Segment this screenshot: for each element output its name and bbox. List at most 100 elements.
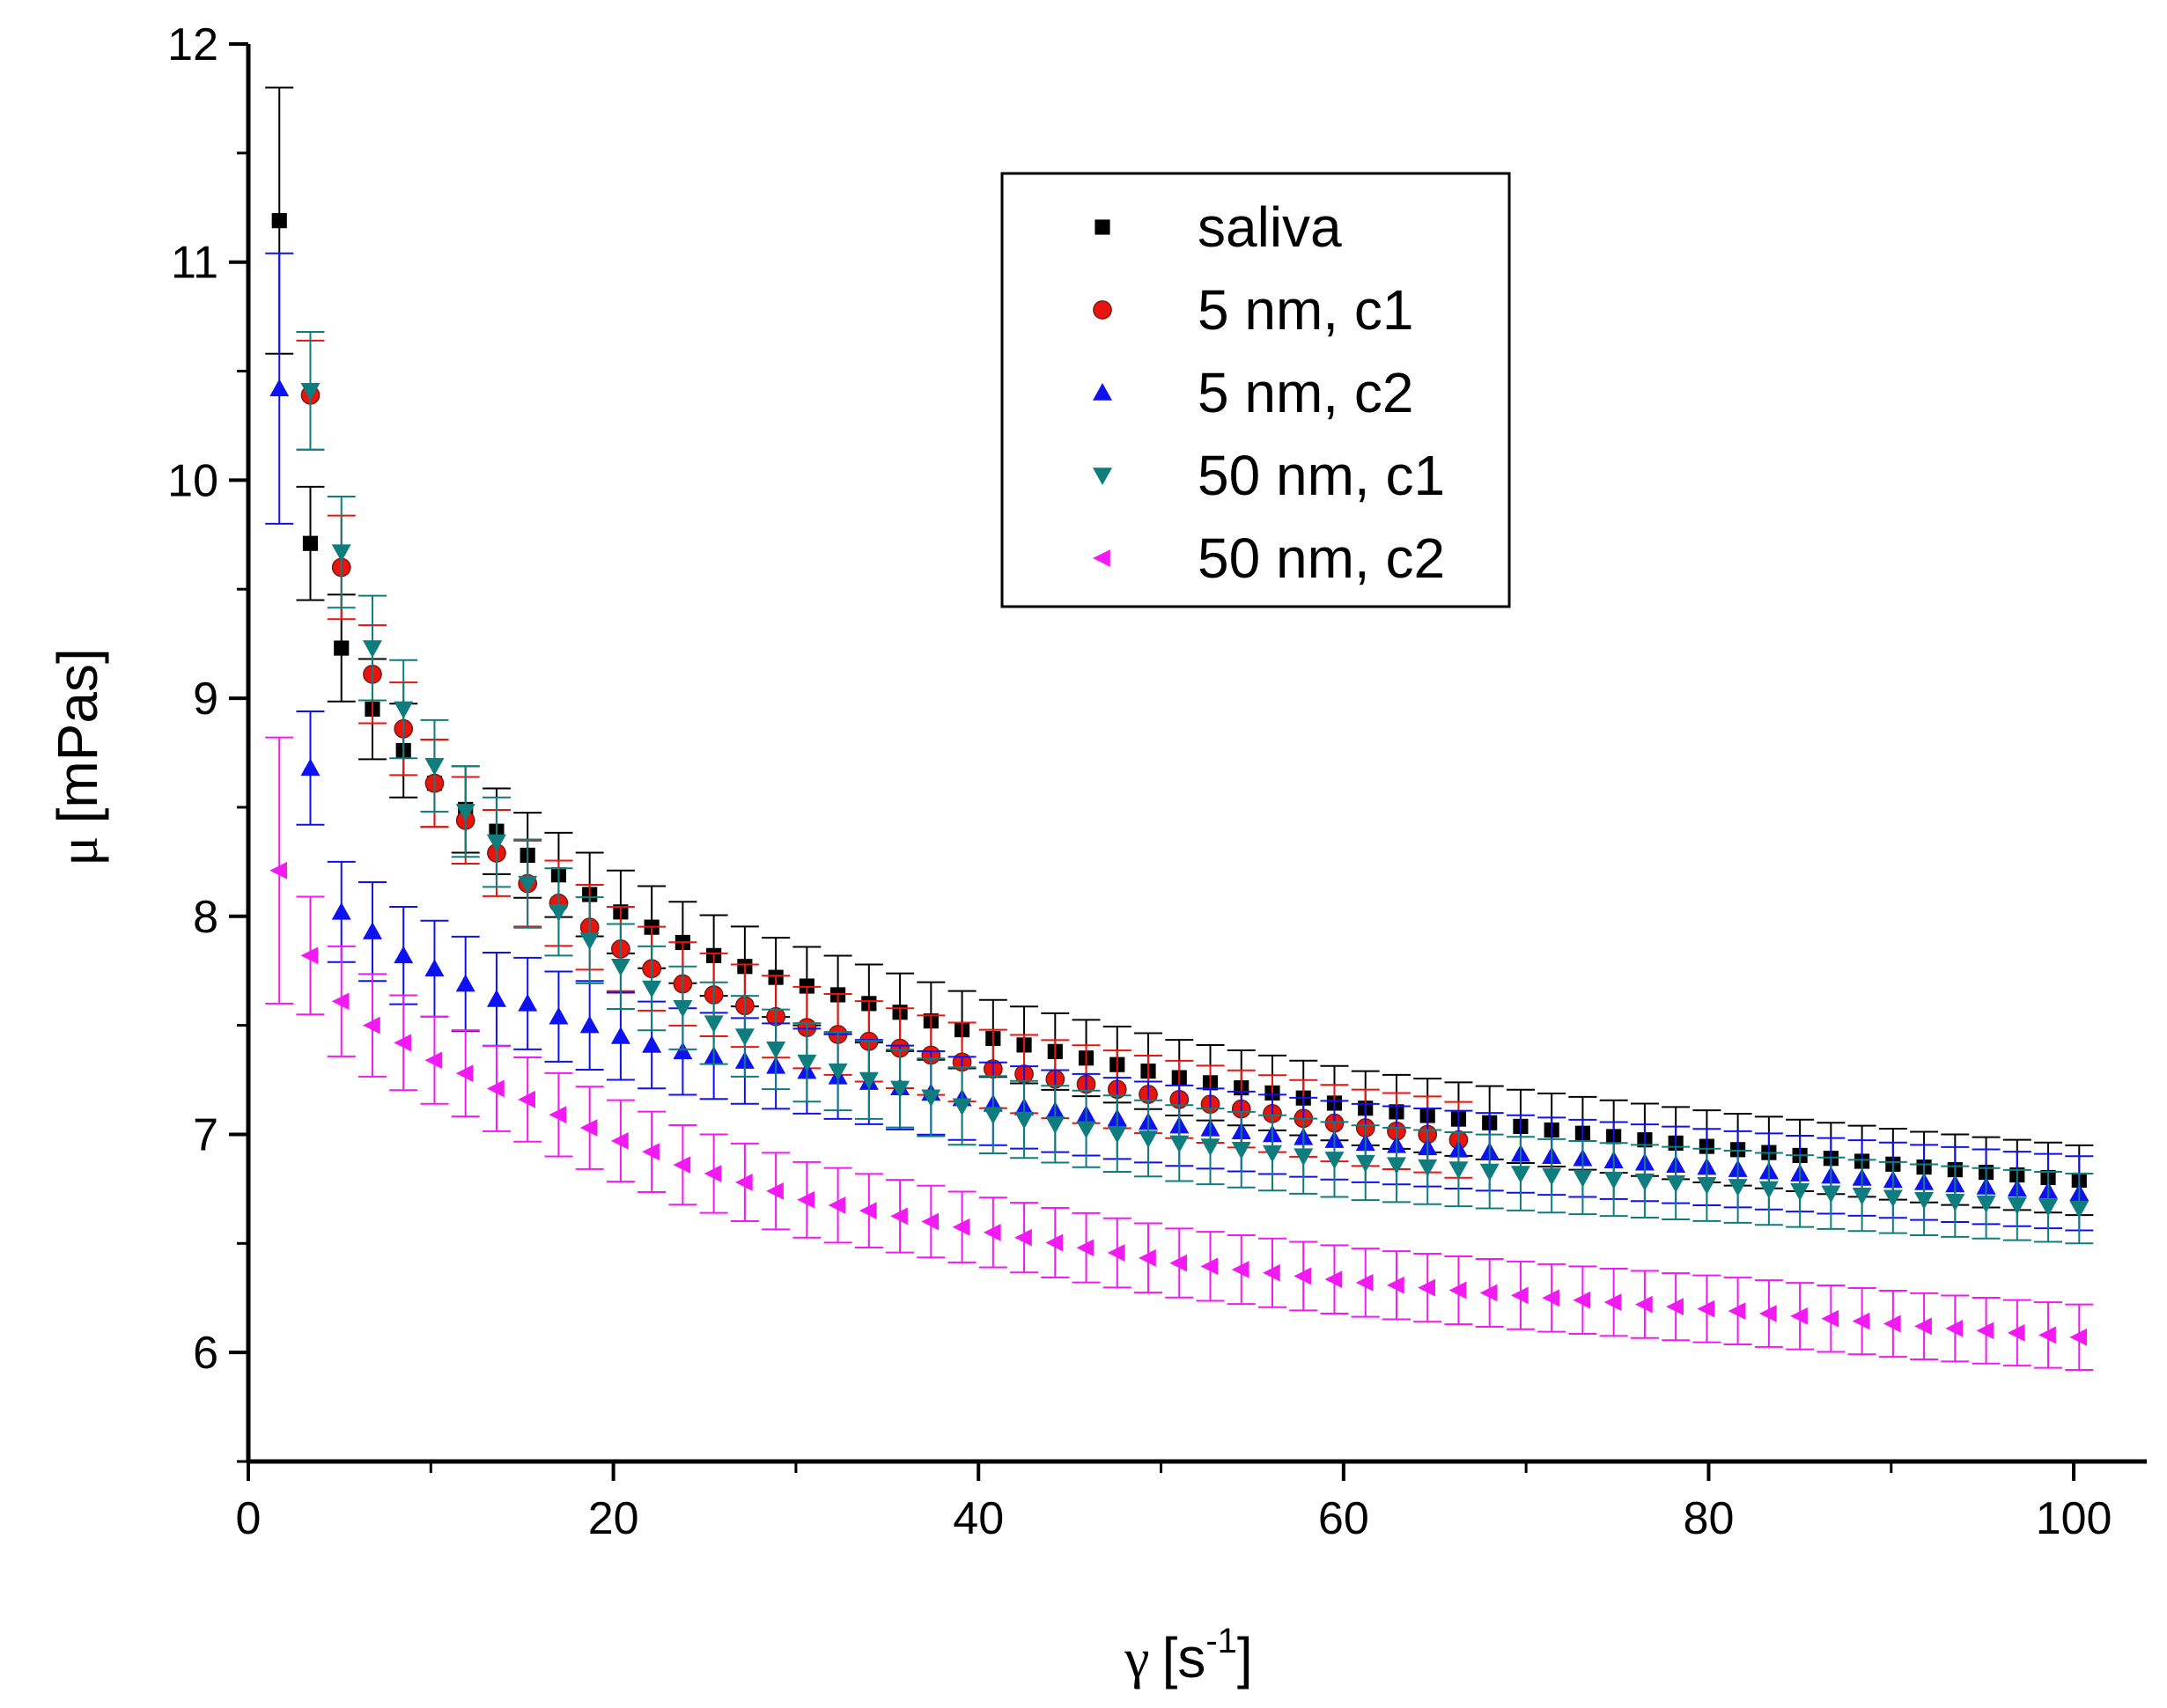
legend-items: saliva 5 nm, c1 5 nm, c2 50 nm, c1 50 nm, c2 [1093,195,1445,590]
data-point [1231,1142,1251,1160]
data-point [983,1107,1003,1125]
data-point [518,875,538,894]
data-point [1573,1169,1593,1188]
data-point [1262,1263,1280,1282]
x-tick-label: 40 [953,1493,1004,1544]
x-axis-exponent: -1 [1205,1622,1237,1660]
data-point [642,1143,660,1161]
data-point [1573,1291,1591,1309]
legend-label: 50 nm, c2 [1198,526,1445,590]
data-point [828,1063,848,1081]
data-point [952,1098,972,1116]
data-point [1976,1321,1994,1340]
data-point [1045,1116,1065,1134]
legend-item: 5 nm, c1 [1093,278,1413,342]
x-axis-symbol: γ [1124,1627,1149,1690]
data-point [1014,1228,1032,1247]
data-point [1790,1307,1808,1325]
data-point [1821,1185,1841,1204]
x-axis-close: ] [1237,1626,1253,1690]
data-point [673,1042,693,1060]
legend-item: 5 nm, c2 [1093,361,1413,424]
data-point [610,958,630,976]
data-point [890,1207,908,1226]
ticks-layer: 0 20 40 60 80 100 6 7 8 9 10 11 12 [167,19,2112,1544]
data-point [334,640,350,656]
data-point [1758,1181,1779,1199]
data-point [424,1051,443,1070]
y-tick-label: 6 [193,1328,218,1379]
data-point [1852,1312,1870,1330]
data-point [2038,1198,2059,1217]
data-point [734,1174,753,1191]
data-point [1169,1254,1188,1272]
legend-label: 50 nm, c1 [1198,444,1445,507]
data-point [1139,1130,1159,1149]
data-point [269,861,288,880]
data-point [766,1042,786,1059]
data-point [1045,1233,1064,1252]
y-axis-symbol: μ [47,836,109,865]
data-point [1634,1173,1655,1191]
data-point [518,1090,535,1108]
data-point [1945,1320,1964,1337]
data-point [1697,1299,1715,1318]
data-point [797,1190,815,1209]
x-tick-label: 20 [588,1493,639,1544]
data-point [610,1131,629,1150]
data-point [1852,1188,1872,1205]
data-point [610,1027,630,1044]
series-4 [265,736,2094,1371]
data-point [424,959,445,977]
data-point [300,758,321,777]
y-tick-label: 11 [171,238,218,289]
legend-marker [1095,219,1110,235]
legend-item: 50 nm, c2 [1093,526,1445,590]
y-axis-unit: [mPas] [46,648,109,823]
data-point [1169,1135,1190,1153]
y-tick-label: 8 [193,892,218,943]
data-point [890,1080,910,1099]
data-point [455,1064,474,1083]
data-point [704,1165,722,1182]
data-point [394,946,414,964]
data-point [1107,1244,1125,1262]
data-point [1758,1305,1777,1322]
data-point [394,701,414,719]
data-point [2038,1326,2056,1344]
data-point [1883,1189,1903,1208]
data-point [952,1218,970,1236]
data-point [269,379,290,397]
data-point [1542,1167,1562,1186]
data-point [300,383,321,401]
data-point [766,1182,784,1200]
data-point [1728,1179,1748,1196]
data-point [579,1015,600,1034]
data-point [2069,1200,2090,1218]
data-point [549,1006,569,1025]
data-point [394,1034,412,1052]
data-point [579,932,600,951]
data-point [1821,1309,1839,1328]
data-point [1418,1159,1438,1177]
x-axis-unit: [s [1162,1626,1206,1690]
data-point [362,1016,380,1034]
data-point [921,1212,940,1231]
data-point [859,1071,879,1090]
legend-marker [1093,300,1112,320]
data-point [642,1034,662,1053]
legend-label: 5 nm, c1 [1198,278,1413,342]
data-point [302,535,319,551]
data-point [673,1156,691,1174]
series-3 [296,330,2094,1245]
data-point [1294,1267,1312,1285]
data-point [797,1054,817,1072]
data-point [1510,1166,1530,1184]
data-point [1076,1121,1096,1139]
legend: saliva 5 nm, c1 5 nm, c2 50 nm, c1 50 nm, c2 [1000,172,1511,608]
data-point [1479,1163,1500,1182]
data-point [1603,1171,1624,1189]
x-tick-label: 80 [1684,1493,1735,1544]
data-point [486,1079,505,1098]
